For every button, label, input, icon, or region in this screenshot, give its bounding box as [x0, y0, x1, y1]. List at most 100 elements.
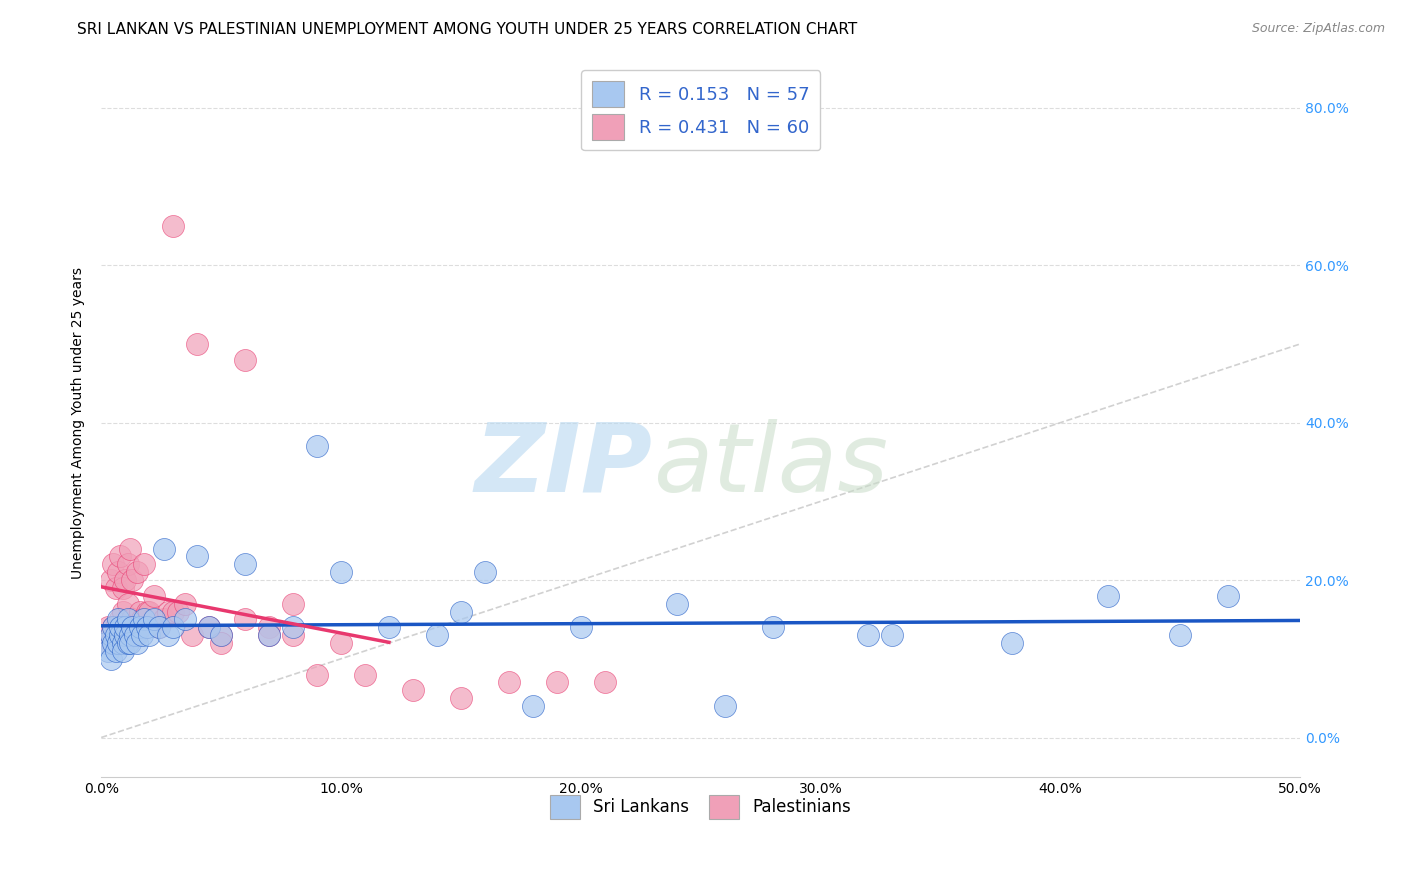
Point — [117, 558, 139, 572]
Point — [104, 620, 127, 634]
Point — [124, 628, 146, 642]
Point — [135, 620, 157, 634]
Point — [257, 628, 280, 642]
Point — [128, 620, 150, 634]
Point — [127, 636, 149, 650]
Point — [162, 219, 184, 233]
Point — [281, 597, 304, 611]
Point — [107, 620, 129, 634]
Point — [131, 612, 153, 626]
Point — [94, 628, 117, 642]
Point — [110, 549, 132, 564]
Point — [186, 337, 208, 351]
Point — [546, 675, 568, 690]
Point — [103, 620, 125, 634]
Point — [138, 628, 160, 642]
Point — [100, 628, 122, 642]
Point — [134, 612, 156, 626]
Point — [104, 628, 127, 642]
Point — [665, 597, 688, 611]
Point — [858, 628, 880, 642]
Point — [152, 612, 174, 626]
Text: SRI LANKAN VS PALESTINIAN UNEMPLOYMENT AMONG YOUTH UNDER 25 YEARS CORRELATION CH: SRI LANKAN VS PALESTINIAN UNEMPLOYMENT A… — [77, 22, 858, 37]
Point — [114, 620, 136, 634]
Point — [257, 620, 280, 634]
Point — [257, 628, 280, 642]
Point — [498, 675, 520, 690]
Point — [127, 566, 149, 580]
Point — [111, 644, 134, 658]
Point — [305, 667, 328, 681]
Point — [100, 573, 122, 587]
Point — [281, 620, 304, 634]
Point — [305, 439, 328, 453]
Point — [152, 541, 174, 556]
Point — [111, 605, 134, 619]
Point — [209, 636, 232, 650]
Point — [114, 628, 136, 642]
Point — [233, 352, 256, 367]
Point — [118, 636, 141, 650]
Point — [148, 620, 170, 634]
Point — [186, 549, 208, 564]
Point — [121, 620, 143, 634]
Point — [233, 612, 256, 626]
Point — [117, 636, 139, 650]
Point — [97, 620, 120, 634]
Point — [107, 612, 129, 626]
Point — [131, 628, 153, 642]
Text: Source: ZipAtlas.com: Source: ZipAtlas.com — [1251, 22, 1385, 36]
Point — [104, 581, 127, 595]
Point — [143, 612, 166, 626]
Point — [127, 628, 149, 642]
Point — [209, 628, 232, 642]
Point — [569, 620, 592, 634]
Text: ZIP: ZIP — [475, 418, 652, 512]
Point — [157, 605, 180, 619]
Point — [522, 699, 544, 714]
Legend: Sri Lankans, Palestinians: Sri Lankans, Palestinians — [543, 789, 858, 825]
Point — [1001, 636, 1024, 650]
Point — [426, 628, 449, 642]
Point — [162, 605, 184, 619]
Point — [121, 612, 143, 626]
Point — [114, 620, 136, 634]
Point — [128, 605, 150, 619]
Point — [97, 636, 120, 650]
Point — [330, 636, 353, 650]
Point — [111, 636, 134, 650]
Y-axis label: Unemployment Among Youth under 25 years: Unemployment Among Youth under 25 years — [72, 267, 86, 579]
Point — [143, 589, 166, 603]
Point — [135, 605, 157, 619]
Point — [162, 620, 184, 634]
Point — [330, 566, 353, 580]
Point — [134, 558, 156, 572]
Point — [281, 628, 304, 642]
Point — [450, 691, 472, 706]
Point — [450, 605, 472, 619]
Point — [103, 558, 125, 572]
Point — [94, 636, 117, 650]
Point — [354, 667, 377, 681]
Point — [100, 652, 122, 666]
Point — [117, 597, 139, 611]
Point — [118, 628, 141, 642]
Point — [118, 620, 141, 634]
Point — [167, 605, 190, 619]
Point — [761, 620, 783, 634]
Point — [157, 628, 180, 642]
Point — [198, 620, 221, 634]
Point — [174, 612, 197, 626]
Point — [138, 605, 160, 619]
Point — [103, 636, 125, 650]
Point — [117, 612, 139, 626]
Point — [882, 628, 904, 642]
Point — [104, 644, 127, 658]
Point — [402, 683, 425, 698]
Point — [111, 581, 134, 595]
Point — [100, 636, 122, 650]
Point — [378, 620, 401, 634]
Point — [713, 699, 735, 714]
Point — [1168, 628, 1191, 642]
Point — [121, 573, 143, 587]
